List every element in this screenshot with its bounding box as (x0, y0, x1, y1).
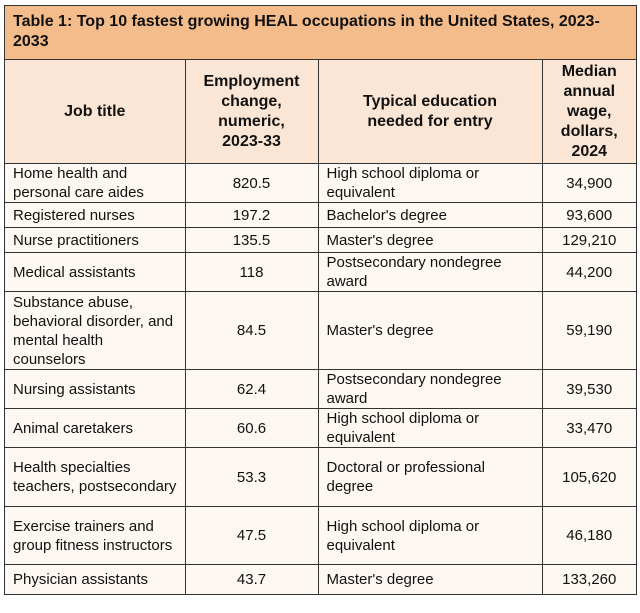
cell-median-wage: 34,900 (541, 163, 636, 203)
cell-education: Doctoral or professional degree (317, 447, 543, 507)
cell-employment-change: 53.3 (184, 447, 319, 507)
cell-employment-change: 118 (184, 252, 319, 292)
cell-job-title: Registered nurses (5, 202, 186, 228)
cell-job-title: Home health and personal care aides (5, 163, 186, 203)
cell-median-wage: 59,190 (541, 291, 636, 370)
cell-employment-change: 820.5 (184, 163, 319, 203)
cell-employment-change: 135.5 (184, 227, 319, 253)
header-median-wage: Median annual wage, dollars, 2024 (541, 60, 636, 164)
cell-job-title: Substance abuse, behavioral disorder, an… (5, 291, 186, 370)
cell-median-wage: 33,470 (541, 408, 636, 448)
table-row: Health specialties teachers, postseconda… (5, 447, 636, 507)
cell-employment-change: 47.5 (184, 506, 319, 565)
cell-median-wage: 44,200 (541, 252, 636, 292)
cell-median-wage: 93,600 (541, 202, 636, 228)
header-employment-change: Employment change, numeric, 2023-33 (184, 60, 319, 164)
cell-education: High school diploma or equivalent (317, 163, 543, 203)
cell-job-title: Exercise trainers and group fitness inst… (5, 506, 186, 565)
cell-education: Bachelor's degree (317, 202, 543, 228)
occupations-table-container: Table 1: Top 10 fastest growing HEAL occ… (4, 5, 637, 595)
cell-median-wage: 133,260 (541, 564, 636, 594)
cell-education: Master's degree (317, 291, 543, 370)
cell-job-title: Medical assistants (5, 252, 186, 292)
cell-employment-change: 60.6 (184, 408, 319, 448)
cell-education: Postsecondary nondegree award (317, 369, 543, 409)
cell-job-title: Health specialties teachers, postseconda… (5, 447, 186, 507)
header-job-title: Job title (5, 60, 186, 164)
header-row: Job title Employment change, numeric, 20… (5, 60, 636, 164)
table-title: Table 1: Top 10 fastest growing HEAL occ… (5, 6, 636, 60)
cell-job-title: Physician assistants (5, 564, 186, 594)
cell-median-wage: 39,530 (541, 369, 636, 409)
cell-job-title: Nurse practitioners (5, 227, 186, 253)
table-row: Substance abuse, behavioral disorder, an… (5, 291, 636, 370)
cell-median-wage: 129,210 (541, 227, 636, 253)
header-education: Typical education needed for entry (317, 60, 543, 164)
cell-employment-change: 43.7 (184, 564, 319, 594)
cell-education: Postsecondary nondegree award (317, 252, 543, 292)
table-row: Home health and personal care aides 820.5… (5, 163, 636, 203)
cell-employment-change: 62.4 (184, 369, 319, 409)
cell-job-title: Nursing assistants (5, 369, 186, 409)
cell-employment-change: 84.5 (184, 291, 319, 370)
table-row: Registered nurses 197.2 Bachelor's degree 9… (5, 202, 636, 228)
cell-median-wage: 46,180 (541, 506, 636, 565)
cell-job-title: Animal caretakers (5, 408, 186, 448)
cell-education: High school diploma or equivalent (317, 506, 543, 565)
cell-education: Master's degree (317, 564, 543, 594)
cell-median-wage: 105,620 (541, 447, 636, 507)
table-row: Medical assistants 118 Postsecondary nonde… (5, 252, 636, 292)
cell-education: Master's degree (317, 227, 543, 253)
table-row: Animal caretakers 60.6 High school diploma… (5, 408, 636, 448)
table-row: Nursing assistants 62.4 Postsecondary nond… (5, 369, 636, 409)
table-row: Physician assistants 43.7 Master's degree 1… (5, 564, 636, 594)
table-row: Nurse practitioners 135.5 Master's degree 1… (5, 227, 636, 253)
cell-education: High school diploma or equivalent (317, 408, 543, 448)
cell-employment-change: 197.2 (184, 202, 319, 228)
occupations-table: Job title Employment change, numeric, 20… (5, 60, 636, 594)
table-row: Exercise trainers and group fitness inst… (5, 506, 636, 565)
